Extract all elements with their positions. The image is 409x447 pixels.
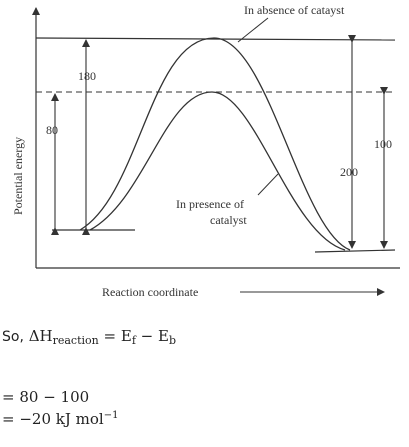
superscript-minus-one: −1 xyxy=(103,410,119,421)
curve-presence-of-catalyst xyxy=(89,91,346,251)
measure-label-200: 200 xyxy=(340,165,358,179)
curve-absence-of-catalyst xyxy=(79,37,351,251)
energy-profile-diagram: In absence of catayst In presence of cat… xyxy=(11,3,400,299)
product-level-line xyxy=(314,249,396,253)
x-axis-label: Reaction coordinate xyxy=(102,285,198,299)
top-energy-level-line xyxy=(35,37,396,41)
equation-line-1: So, ΔHreaction = Ef − Eb xyxy=(2,327,176,347)
curve-label-absence: In absence of catayst xyxy=(244,3,345,17)
equation-line-3: = −20 kJ mol−1 xyxy=(2,410,118,428)
subscript-b: b xyxy=(168,334,176,347)
result-value: = −20 kJ mol xyxy=(2,410,104,428)
so-prefix: So, xyxy=(2,329,24,345)
leader-presence xyxy=(257,173,279,196)
curve-label-presence-line1: In presence of xyxy=(176,197,244,211)
delta-h: ΔH xyxy=(28,327,53,345)
subscript-f: f xyxy=(131,334,136,347)
minus-e: − E xyxy=(135,327,169,345)
equation-line-2: = 80 − 100 xyxy=(2,388,90,406)
measure-label-80: 80 xyxy=(46,123,58,137)
y-axis-label: Potential energy xyxy=(11,137,25,215)
equals-e: = E xyxy=(98,327,132,345)
leader-absence xyxy=(237,17,269,43)
measure-label-180: 180 xyxy=(78,69,96,83)
measure-label-100: 100 xyxy=(374,137,392,151)
subscript-reaction: reaction xyxy=(52,334,99,347)
curve-label-presence-line2: catalyst xyxy=(210,213,247,227)
